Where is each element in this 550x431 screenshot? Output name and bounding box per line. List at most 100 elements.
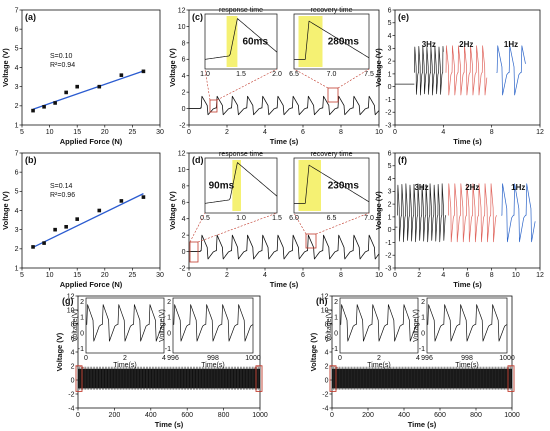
zoom-box <box>209 99 218 113</box>
zoom-connector <box>197 212 278 243</box>
x-tick-label: 0 <box>330 412 334 419</box>
inset-x-tick-label: 1.0 <box>200 71 210 78</box>
inset-y-tick-label: 1 <box>167 315 171 322</box>
data-point <box>141 69 146 74</box>
y-tick-label: -2 <box>385 110 391 117</box>
x-tick-label: 10 <box>46 272 54 279</box>
y-tick-label: -3 <box>385 265 391 272</box>
inset-y-tick-label: -1 <box>165 346 171 353</box>
y-tick-label: 1 <box>15 122 19 129</box>
x-tick-label: 8 <box>490 129 494 136</box>
inset-y-tick-label: -1 <box>78 346 84 353</box>
y-tick-label: 4 <box>15 65 19 72</box>
inset-y-label: Voltage(V) <box>72 309 79 342</box>
y-tick-label: 4 <box>71 349 75 356</box>
inset-2: recovery time 280ms 6.5 7.0 7.5 <box>289 7 374 103</box>
x-tick-label: 0 <box>187 272 191 279</box>
x-tick-label: 1000 <box>252 412 268 419</box>
y-tick-label: 1 <box>388 214 392 221</box>
y-tick-label: -4 <box>68 405 74 412</box>
x-tick-label: 10 <box>375 129 383 136</box>
series-1Hz <box>496 45 526 96</box>
x-tick-label: 8 <box>339 272 343 279</box>
inset-1: response time 90ms 0.5 1.0 1.5 <box>189 151 282 263</box>
series-1Hz <box>501 183 536 243</box>
panel-label: (c) <box>192 12 203 22</box>
x-tick-label: 6 <box>301 272 305 279</box>
y-tick-label: 10 <box>321 307 329 314</box>
highlight-region <box>298 16 323 67</box>
inset-trace <box>204 162 278 204</box>
y-tick-label: 0 <box>325 377 329 384</box>
y-tick-label: 4 <box>388 33 392 40</box>
y-tick-label: 6 <box>15 27 19 34</box>
x-tick-label: 5 <box>20 272 24 279</box>
inset-x-label: Time(s) <box>367 362 390 369</box>
time-value-label: 280ms <box>328 36 360 47</box>
zoom-connector <box>204 68 211 101</box>
series-label: 1Hz <box>504 40 518 49</box>
time-value-label: 60ms <box>242 36 268 47</box>
x-tick-label: 2 <box>417 272 421 279</box>
zoom-box <box>305 233 317 249</box>
inset-trace <box>294 164 370 204</box>
inset-title: response time <box>219 7 263 14</box>
inset-y-tick-label: 2 <box>334 299 338 306</box>
series-3Hz <box>397 183 447 243</box>
x-tick-label: 12 <box>536 272 544 279</box>
inset-x-tick-label: 996 <box>167 355 179 362</box>
y-tick-label: 3 <box>15 84 19 91</box>
inset-x-label: Time(s) <box>455 362 478 369</box>
y-tick-label: 8 <box>325 321 329 328</box>
inset-y-tick-label: -1 <box>332 346 338 353</box>
y-tick-label: 0 <box>388 84 392 91</box>
y-tick-label: 4 <box>182 216 186 223</box>
y-tick-label: 6 <box>325 335 329 342</box>
inset-2: 996 998 1000 -1 0 1 2 Time(s) Voltage(V) <box>159 297 261 370</box>
panel-label: (e) <box>398 12 409 22</box>
inset-trace <box>86 304 165 342</box>
zoom-connector <box>252 365 260 370</box>
zoom-connector <box>506 365 512 370</box>
y-tick-label: 5 <box>388 163 392 170</box>
zoom-connector <box>293 68 329 89</box>
inset-x-tick-label: 0 <box>338 355 342 362</box>
inset-y-tick-label: 2 <box>421 299 425 306</box>
series-2Hz <box>447 183 497 243</box>
inset-trace <box>294 20 370 60</box>
x-tick-label: 800 <box>218 412 230 419</box>
y-axis-label: Voltage (V) <box>374 191 383 230</box>
inset-trace <box>427 304 508 342</box>
inset-x-tick-label: 4 <box>416 355 420 362</box>
x-axis-label: Time (s) <box>270 137 299 146</box>
voltage-trace <box>188 234 380 260</box>
inset-y-tick-label: 1 <box>80 315 84 322</box>
y-tick-label: 12 <box>67 293 75 300</box>
y-tick-label: 2 <box>388 59 392 66</box>
inset-y-label: Voltage(V) <box>326 309 333 342</box>
r-squared-label: R²=0.96 <box>50 192 75 199</box>
inset-x-tick-label: 6.0 <box>289 215 299 222</box>
y-tick-label: 7 <box>15 150 19 157</box>
zoom-connector <box>332 365 341 370</box>
y-tick-label: 5 <box>15 46 19 53</box>
panel-label: (g) <box>62 296 74 306</box>
y-tick-label: 10 <box>67 307 75 314</box>
inset-x-tick-label: 996 <box>421 355 433 362</box>
x-tick-label: 25 <box>129 129 137 136</box>
plot-frame <box>188 9 380 126</box>
x-tick-label: 10 <box>512 272 520 279</box>
y-tick-label: 2 <box>388 202 392 209</box>
voltage-trace <box>188 95 380 116</box>
data-point <box>97 208 102 213</box>
time-value-label: 230ms <box>328 180 360 191</box>
y-tick-label: 8 <box>182 183 186 190</box>
plot-frame <box>188 152 380 269</box>
inset-2: 996 998 1000 -1 0 1 2 Time(s) Voltage(V) <box>413 297 515 370</box>
